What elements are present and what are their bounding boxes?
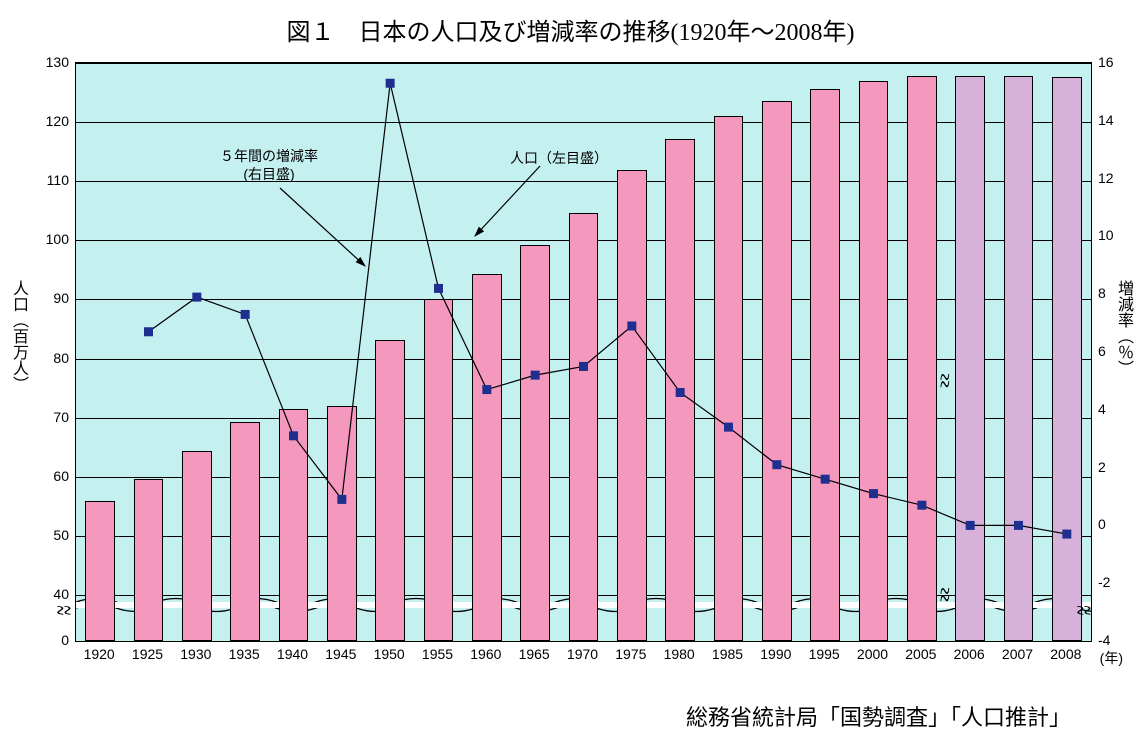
chart-source: 総務省統計局「国勢調査」「人口推計」	[686, 700, 1071, 732]
x-tick-label: 1920	[84, 646, 115, 662]
chart-title: 図１ 日本の人口及び増減率の推移(1920年～2008年)	[0, 12, 1141, 47]
rate-marker	[724, 423, 733, 432]
y-left-tick-label: 110	[39, 172, 69, 188]
axis-break-vertical-icon: ≈	[940, 360, 946, 402]
x-tick-label: 2008	[1050, 646, 1081, 662]
rate-marker	[1014, 521, 1023, 530]
y-left-tick-label: 50	[39, 527, 69, 543]
x-tick-label: 1980	[664, 646, 695, 662]
y-left-axis-title: 人口（百万人）	[6, 280, 30, 392]
x-tick-label: 1990	[760, 646, 791, 662]
x-tick-label: 1940	[277, 646, 308, 662]
x-tick-label: 1925	[132, 646, 163, 662]
rate-marker	[144, 327, 153, 336]
x-tick-label: 1970	[567, 646, 598, 662]
rate-marker	[627, 321, 636, 330]
x-tick-label: 2000	[857, 646, 888, 662]
y-left-tick-label: 130	[39, 54, 69, 70]
x-tick-label: 2005	[905, 646, 936, 662]
x-tick-label: 1945	[325, 646, 356, 662]
x-tick-label: 2006	[954, 646, 985, 662]
rate-marker	[1062, 530, 1071, 539]
x-tick-label: 1950	[374, 646, 405, 662]
y-left-tick-label: 90	[39, 290, 69, 306]
rate-marker	[869, 489, 878, 498]
x-tick-label: 1985	[712, 646, 743, 662]
x-tick-label: 1960	[470, 646, 501, 662]
rate-marker	[676, 388, 685, 397]
rate-marker	[241, 310, 250, 319]
rate-marker	[579, 362, 588, 371]
rate-marker	[772, 460, 781, 469]
y-right-tick-label: 12	[1098, 170, 1124, 186]
y-left-tick-label: 80	[39, 350, 69, 366]
annotation-pop: 人口（左目盛）	[510, 148, 608, 168]
x-tick-label: 2007	[1002, 646, 1033, 662]
y-right-tick-label: -2	[1098, 574, 1124, 590]
y-right-tick-label: 16	[1098, 54, 1124, 70]
y-left-tick-label: 100	[39, 231, 69, 247]
y-left-tick-label: 70	[39, 409, 69, 425]
rate-marker	[289, 431, 298, 440]
y-left-tick-label: 120	[39, 113, 69, 129]
y-right-tick-label: 0	[1098, 516, 1124, 532]
x-tick-label: 1975	[615, 646, 646, 662]
annotation-rate: ５年間の増減率 (右目盛)	[220, 148, 318, 183]
rate-marker	[386, 79, 395, 88]
rate-marker	[917, 501, 926, 510]
rate-marker	[192, 293, 201, 302]
y-left-tick-label: 60	[39, 468, 69, 484]
arrow-icon	[470, 166, 580, 246]
x-tick-label: 1935	[229, 646, 260, 662]
y-right-tick-label: 8	[1098, 285, 1124, 301]
x-tick-label: 1955	[422, 646, 453, 662]
x-axis-title: (年)	[1100, 648, 1123, 668]
arrow-icon	[270, 188, 380, 278]
y-right-tick-label: 6	[1098, 343, 1124, 359]
x-tick-label: 1965	[519, 646, 550, 662]
y-left-tick-label: 0	[39, 632, 69, 648]
rate-marker	[434, 284, 443, 293]
axis-break-left-icon: ≈	[42, 606, 84, 612]
rate-marker	[482, 385, 491, 394]
y-right-tick-label: -4	[1098, 632, 1124, 648]
y-right-tick-label: 14	[1098, 112, 1124, 128]
y-right-tick-label: 2	[1098, 459, 1124, 475]
y-right-tick-label: 10	[1098, 227, 1124, 243]
x-tick-label: 1930	[180, 646, 211, 662]
rate-marker	[821, 475, 830, 484]
x-tick-label: 1995	[809, 646, 840, 662]
y-right-tick-label: 4	[1098, 401, 1124, 417]
rate-marker	[966, 521, 975, 530]
rate-marker	[337, 495, 346, 504]
y-left-tick-label: 40	[39, 586, 69, 602]
rate-marker	[531, 371, 540, 380]
axis-break-right-icon: ≈	[1062, 606, 1104, 612]
axis-break-vertical-icon: ≈	[940, 574, 946, 616]
